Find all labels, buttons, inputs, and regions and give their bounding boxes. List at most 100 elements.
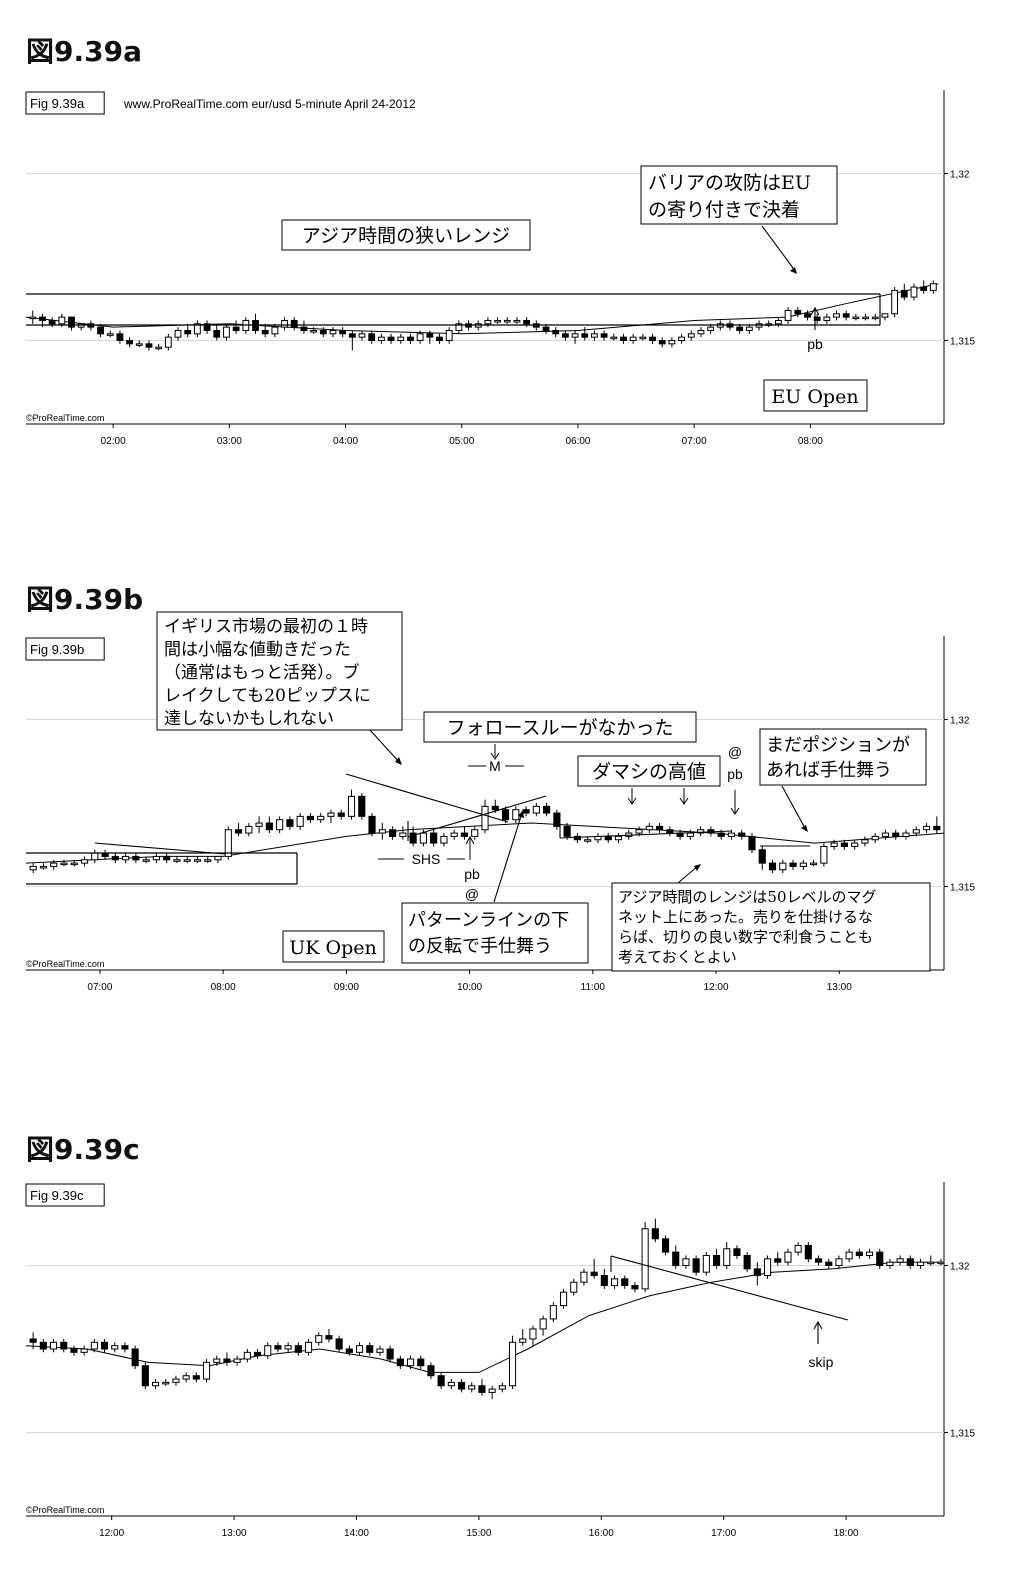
candlestick (508, 1335, 517, 1390)
candlestick (223, 1352, 231, 1366)
svg-text:レイクしても20ピップスに: レイクしても20ピップスに (164, 686, 371, 706)
candlestick (163, 853, 171, 864)
candlestick (317, 813, 325, 824)
x-tick-label: 17:00 (711, 1528, 736, 1539)
candlestick (306, 813, 315, 824)
candlestick (142, 856, 150, 864)
x-tick-label: 14:00 (344, 1528, 369, 1539)
candlestick (494, 317, 501, 324)
candlestick (457, 1379, 466, 1393)
credit-label: ©ProRealTime.com (26, 1505, 104, 1515)
candlestick (436, 333, 443, 344)
svg-text:の寄り付きで決着: の寄り付きで決着 (648, 199, 800, 221)
candlestick (377, 333, 385, 344)
candlestick (468, 1382, 476, 1393)
x-tick-label: 16:00 (589, 1528, 614, 1539)
svg-text:M: M (489, 758, 501, 774)
candlestick (174, 327, 182, 341)
svg-text:SHS: SHS (412, 851, 441, 867)
candlestick (91, 849, 99, 864)
candlestick (184, 323, 192, 338)
candlestick (620, 333, 627, 344)
candlestick (417, 1355, 425, 1370)
candlestick (106, 330, 114, 338)
candlestick (111, 853, 119, 864)
y-tick-label: 1,32 (950, 716, 970, 727)
candlestick (580, 1268, 588, 1286)
candlestick (900, 283, 908, 301)
candlestick (386, 1345, 394, 1363)
annotation-barrier-arrow (761, 225, 797, 274)
chart-9-39b: 1,32 1,315 07:00 08:00 09:00 10:00 11:00 12:00 1… (25, 611, 975, 993)
candlestick (570, 1278, 578, 1296)
candlestick (70, 859, 78, 867)
candlestick (60, 859, 68, 867)
svg-text:EU Open: EU Open (771, 386, 858, 408)
candlestick (892, 829, 900, 840)
candlestick (855, 1248, 863, 1259)
svg-text:まだポジションが: まだポジションが (766, 735, 910, 756)
moving-average-line (25, 283, 939, 335)
candlestick (355, 1342, 364, 1356)
candlestick (629, 333, 637, 344)
candlestick (823, 313, 831, 324)
candlestick (881, 829, 890, 840)
candlestick (116, 330, 124, 344)
annotation-uk-open: UK Open (282, 930, 385, 963)
candlestick (284, 1342, 292, 1353)
svg-text:達しないかもしれない: 達しないかもしれない (164, 709, 334, 729)
candlestick (358, 330, 366, 341)
svg-text:アジア時間の狭いレンジ: アジア時間の狭いレンジ (302, 225, 510, 247)
candlestick (610, 1275, 619, 1289)
candlestick (290, 317, 298, 331)
candlestick (784, 1248, 792, 1266)
candlestick (445, 327, 453, 344)
candlestick (503, 317, 511, 324)
candlestick (300, 320, 308, 334)
svg-text:@: @ (465, 886, 479, 902)
candlestick (865, 1248, 874, 1259)
candlestick (437, 1372, 445, 1390)
candlestick (697, 826, 705, 837)
candlestick (600, 1268, 608, 1289)
y-tick-label: 1,315 (950, 1429, 975, 1440)
candlestick (335, 1335, 343, 1353)
candlestick (862, 313, 869, 321)
candlestick (406, 1355, 415, 1370)
candlestick (658, 337, 666, 348)
x-tick-label: 13:00 (827, 982, 852, 993)
candlestick (651, 1218, 659, 1243)
svg-text:あれば手仕舞う: あれば手仕舞う (766, 760, 892, 781)
candlestick (621, 1275, 629, 1289)
x-tick-label: 05:00 (449, 436, 474, 447)
candlestick (594, 833, 602, 844)
candlestick (264, 1342, 272, 1360)
annotation-pb-arrow: pb (807, 306, 823, 352)
candlestick (319, 327, 327, 338)
candlestick (488, 1385, 496, 1400)
candlestick (810, 859, 818, 867)
candlestick (325, 1328, 333, 1343)
candlestick (122, 853, 130, 864)
candlestick (366, 1342, 374, 1356)
candlestick (774, 1252, 782, 1266)
candlestick (399, 826, 407, 840)
candlestick (29, 863, 37, 874)
candlestick (378, 823, 386, 840)
svg-text:パターンラインの下: パターンラインの下 (408, 910, 569, 931)
candlestick (532, 803, 540, 817)
candlestick (172, 1375, 180, 1386)
candlestick (852, 313, 860, 321)
candlestick (723, 1242, 731, 1269)
candlestick (916, 1258, 925, 1269)
candlestick (871, 313, 879, 321)
candlestick (804, 1242, 812, 1263)
candlestick (39, 863, 48, 870)
candlestick (347, 789, 356, 820)
trend-line-up (407, 795, 547, 838)
candlestick (315, 1332, 323, 1346)
trend-line-early (94, 842, 226, 855)
x-tick-label: 10:00 (457, 982, 482, 993)
candlestick (90, 1338, 98, 1353)
svg-text:@: @ (728, 744, 742, 760)
